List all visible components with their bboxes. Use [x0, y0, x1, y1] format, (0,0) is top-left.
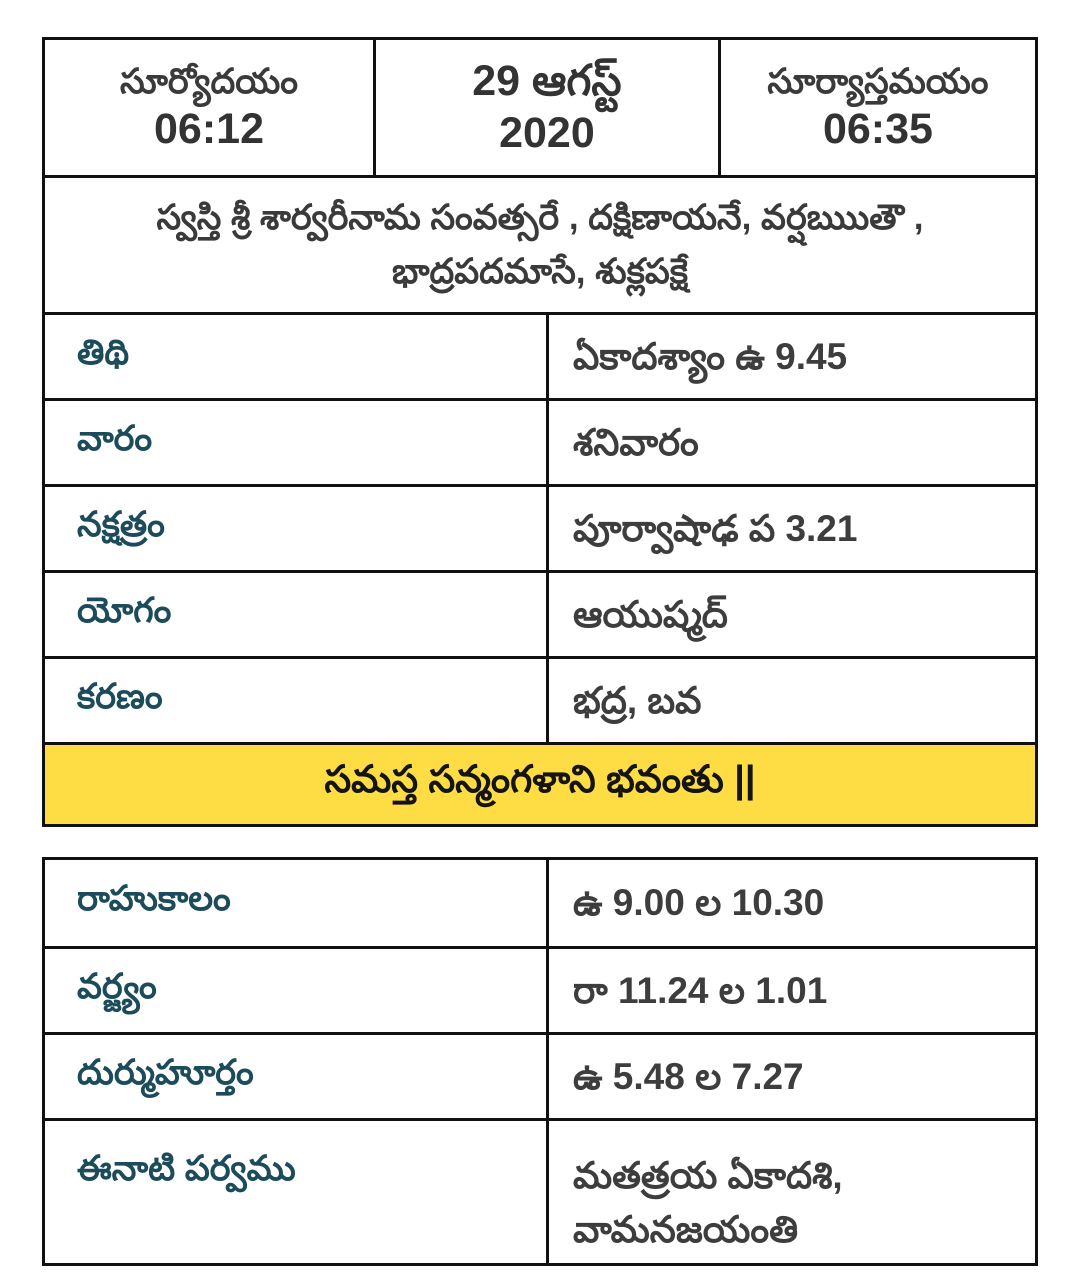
table-row-rahukalam: రాహుకాలం ఉ 9.00 ల 10.30 [45, 860, 1035, 946]
panchangam-card: సూర్యోదయం 06:12 29 ఆగస్ట్ 2020 సూర్యాస్త… [42, 37, 1038, 1266]
table-row-tithi: తిథి ఏకాదశ్యాం ఉ 9.45 [45, 312, 1035, 398]
sunrise-label: సూర్యోదయం [119, 61, 299, 101]
blessing-text: సమస్త సన్మంగళాని భవంతు || [324, 758, 756, 801]
nakshatram-value: పూర్వాషాఢ ప 3.21 [573, 507, 858, 549]
yogam-label: యోగం [45, 573, 549, 656]
sunrise-cell: సూర్యోదయం 06:12 [45, 40, 376, 175]
sunset-label: సూర్యాస్తమయం [767, 61, 989, 101]
varjyam-value: రా 11.24 ల 1.01 [573, 969, 828, 1011]
tithi-label: తిథి [45, 315, 549, 398]
karanam-label: కరణం [45, 659, 549, 742]
samvatsara-line2: భాద్రపదమాసే, శుక్లపక్షే [391, 252, 689, 291]
table-row-parvamu: ఈనాటి పర్వము మతత్రయ ఏకాదశి, వామనజయంతి [45, 1118, 1035, 1263]
sun-times-header: సూర్యోదయం 06:12 29 ఆగస్ట్ 2020 సూర్యాస్త… [45, 40, 1035, 175]
parvamu-value: మతత్రయ ఏకాదశి, వామనజయంతి [573, 1155, 843, 1250]
panchangam-table: సూర్యోదయం 06:12 29 ఆగస్ట్ 2020 సూర్యాస్త… [42, 37, 1038, 827]
tithi-value: ఏకాదశ్యాం ఉ 9.45 [573, 335, 848, 377]
varam-label: వారం [45, 401, 549, 484]
nakshatram-label: నక్షత్రం [45, 487, 549, 570]
table-row-nakshatram: నక్షత్రం పూర్వాషాఢ ప 3.21 [45, 484, 1035, 570]
timings-table: రాహుకాలం ఉ 9.00 ల 10.30 వర్జ్యం రా 11.24… [42, 857, 1038, 1266]
varjyam-label: వర్జ్యం [45, 949, 549, 1032]
durmuhurtam-label: దుర్ముహూర్తం [45, 1035, 549, 1118]
date-year: 2020 [499, 108, 595, 157]
samvatsara-banner: స్వస్తి శ్రీ శార్వరీనామ సంవత్సరే , దక్షి… [45, 175, 1035, 312]
parvamu-label: ఈనాటి పర్వము [45, 1121, 549, 1263]
durmuhurtam-value: ఉ 5.48 ల 7.27 [573, 1055, 804, 1097]
karanam-value: భద్ర, బవ [573, 679, 702, 721]
table-row-varjyam: వర్జ్యం రా 11.24 ల 1.01 [45, 946, 1035, 1032]
yogam-value: ఆయుష్మద్ [573, 593, 728, 635]
rahukalam-label: రాహుకాలం [45, 860, 549, 946]
table-row-yogam: యోగం ఆయుష్మద్ [45, 570, 1035, 656]
rahukalam-value: ఉ 9.00 ల 10.30 [573, 882, 825, 924]
sunset-cell: సూర్యాస్తమయం 06:35 [721, 40, 1035, 175]
date-day-month: 29 ఆగస్ట్ [472, 56, 622, 105]
sunset-time: 06:35 [822, 104, 933, 153]
table-row-durmuhurtam: దుర్ముహూర్తం ఉ 5.48 ల 7.27 [45, 1032, 1035, 1118]
sunrise-time: 06:12 [154, 104, 264, 153]
table-row-varam: వారం శనివారం [45, 398, 1035, 484]
varam-value: శనివారం [573, 421, 699, 463]
blessing-band: సమస్త సన్మంగళాని భవంతు || [45, 742, 1035, 824]
table-row-karanam: కరణం భద్ర, బవ [45, 656, 1035, 742]
samvatsara-line1: స్వస్తి శ్రీ శార్వరీనామ సంవత్సరే , దక్షి… [156, 197, 924, 237]
date-cell: 29 ఆగస్ట్ 2020 [376, 40, 721, 175]
